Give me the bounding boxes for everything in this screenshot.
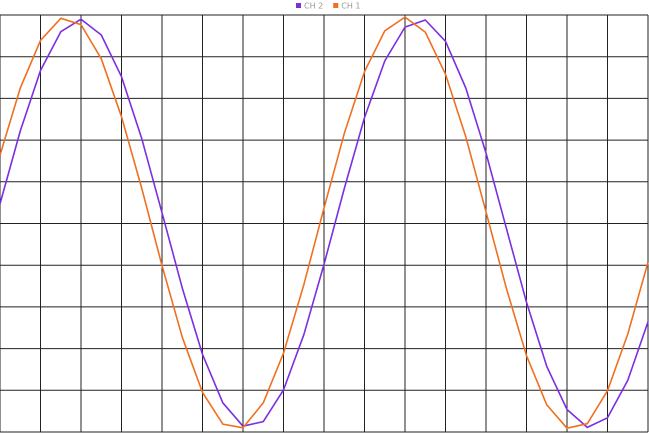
legend-label: CH 2: [304, 2, 323, 11]
legend-label: CH 1: [341, 2, 360, 11]
legend-swatch: [296, 3, 301, 8]
legend-swatch: [333, 3, 339, 8]
trace: [0, 16, 649, 429]
trace: [0, 18, 649, 429]
